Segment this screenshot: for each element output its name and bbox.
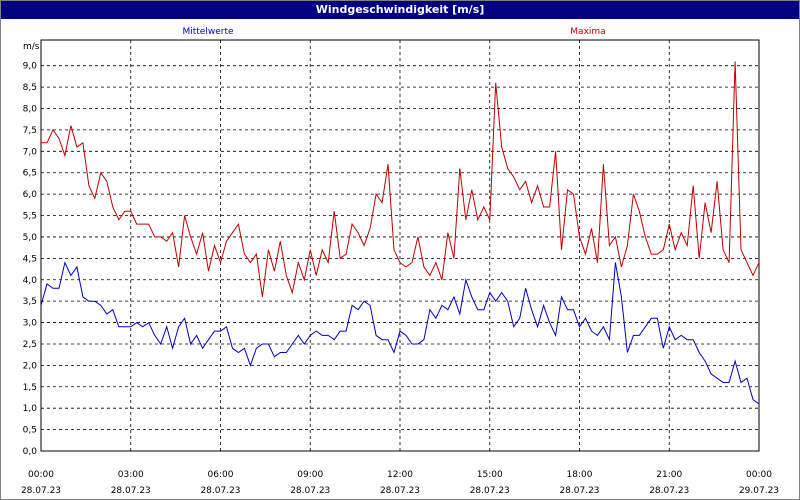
window-title: Windgeschwindigkeit [m/s]: [1, 1, 799, 19]
x-axis-ticks: 00:00 28.07.23 03:00 28.07.23 06:00 28.07.23 0…: [21, 470, 779, 496]
x-tick-date: 28.07.23: [470, 486, 510, 496]
x-tick-date: 28.07.23: [111, 486, 151, 496]
y-tick-label: 4,0: [23, 276, 38, 286]
y-tick-label: 8,5: [23, 83, 37, 93]
wind-speed-chart: 0,0 0,5 1,0 1,5 2,0 2,5 3,0 3,5 4,0 4,5 5,0 5,5 6,0 6…: [21, 27, 779, 496]
y-tick-label: 6,0: [23, 190, 38, 200]
y-tick-label: 2,5: [23, 340, 37, 350]
y-tick-label: 8,0: [23, 105, 38, 115]
y-tick-label: 1,0: [23, 404, 38, 414]
x-tick-time: 09:00: [297, 470, 323, 480]
x-tick-date: 28.07.23: [649, 486, 689, 496]
y-axis-ticks: 0,0 0,5 1,0 1,5 2,0 2,5 3,0 3,5 4,0 4,5 5,0 5,5 6,0 6…: [23, 62, 38, 457]
series-line-maxima: [41, 61, 760, 297]
x-tick-time: 21:00: [656, 470, 682, 480]
x-tick-date: 29.07.23: [739, 486, 779, 496]
y-tick-label: 0,5: [23, 426, 37, 436]
grid: [40, 39, 760, 452]
x-tick-date: 28.07.23: [200, 486, 240, 496]
x-tick-date: 28.07.23: [290, 486, 330, 496]
x-tick-time: 06:00: [208, 470, 234, 480]
y-tick-label: 7,0: [23, 147, 38, 157]
y-tick-label: 6,5: [23, 169, 37, 179]
legend: Mittelwerte Maxima: [182, 27, 605, 37]
legend-label-maxima: Maxima: [570, 27, 605, 37]
x-tick-date: 28.07.23: [21, 486, 61, 496]
x-tick-time: 03:00: [118, 470, 144, 480]
y-tick-label: 9,0: [23, 62, 38, 72]
x-tick-time: 15:00: [477, 470, 503, 480]
y-axis-label: m/s: [23, 42, 40, 52]
y-tick-label: 2,0: [23, 361, 38, 371]
series-line-mittelwerte: [40, 261, 760, 405]
x-tick-date: 28.07.23: [559, 486, 599, 496]
x-tick-time: 12:00: [387, 470, 413, 480]
y-tick-label: 3,5: [23, 297, 37, 307]
y-tick-label: 7,5: [23, 126, 37, 136]
x-tick-date: 28.07.23: [380, 486, 420, 496]
y-tick-label: 5,0: [23, 233, 38, 243]
y-tick-label: 4,5: [23, 254, 37, 264]
x-tick-time: 18:00: [567, 470, 593, 480]
legend-label-mittelwerte: Mittelwerte: [182, 27, 233, 37]
y-tick-label: 5,5: [23, 212, 37, 222]
series-lines: [40, 61, 760, 405]
x-tick-time: 00:00: [28, 470, 54, 480]
y-tick-label: 1,5: [23, 383, 37, 393]
y-tick-label: 3,0: [23, 319, 38, 329]
y-tick-label: 0,0: [23, 447, 38, 457]
x-tick-time: 00:00: [746, 470, 772, 480]
